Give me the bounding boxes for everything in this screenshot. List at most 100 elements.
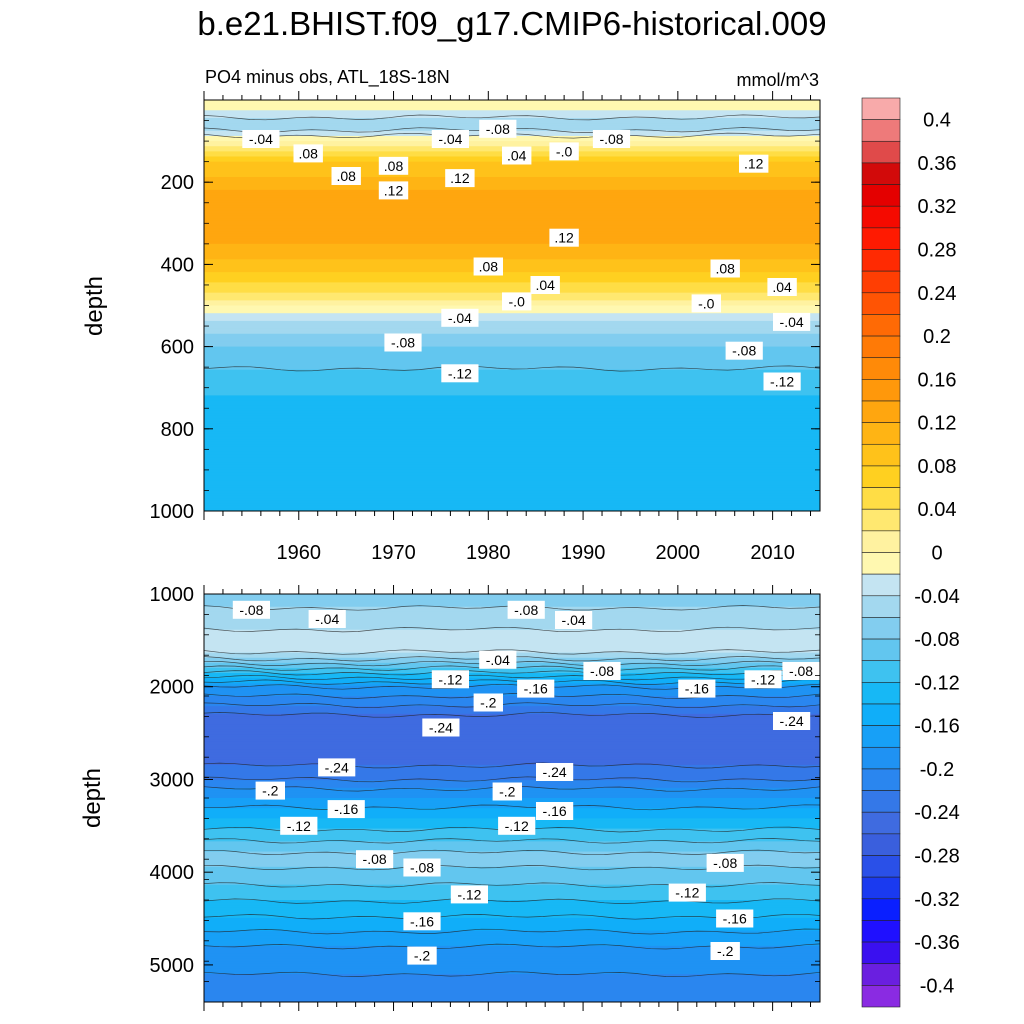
lower-depth-band [204,754,820,758]
upper-depth-band [204,315,820,319]
contour-label-text: -.2 [414,948,431,964]
colorbar-box [861,422,901,445]
contour-label-text: .08 [336,168,356,184]
lower-depth-band [204,619,820,623]
contour-label-bg [502,146,532,165]
upper-depth-band [204,261,820,265]
upper-xtick-label: 2000 [656,542,701,564]
lower-depth-band [204,780,820,784]
upper-depth-band [204,164,820,168]
contour-label-bg [378,156,409,175]
upper-depth-band [204,333,820,337]
lower-depth-band [204,866,820,870]
lower-depth-band [204,856,820,860]
lower-depth-band [204,864,820,868]
upper-depth-band [204,418,820,422]
lower-depth-band [204,996,820,1001]
upper-depth-band [204,385,820,389]
lower-depth-band [204,851,820,855]
contour-label-text: -.2 [480,695,497,711]
lower-contour-line [204,776,820,783]
upper-depth-band [204,498,820,502]
upper-depth-band [204,223,820,227]
lower-depth-band [204,999,820,1002]
lower-contour-line [204,649,820,655]
lower-ytick-label: 2000 [150,677,195,699]
contour-label-text: -.12 [287,818,311,834]
contour-label-bg [691,294,721,313]
lower-depth-band [204,838,820,842]
lower-depth-band [204,930,820,934]
lower-contour-line [204,693,820,699]
lower-depth-band [204,935,820,939]
upper-depth-band [204,246,820,250]
lower-ytick-label: 3000 [150,770,195,792]
upper-depth-band [204,487,820,492]
upper-depth-band [204,451,820,456]
contour-label-bg [507,600,545,619]
upper-depth-band [204,105,820,109]
lower-depth-band [204,912,820,916]
colorbar-box [861,270,901,294]
lower-depth-band [204,698,820,702]
colorbar-box [861,465,901,488]
lower-depth-band [204,690,820,695]
lower-ylabel: depth [79,768,106,828]
colorbar-box [861,227,901,250]
contour-label-bg [473,257,503,276]
upper-depth-band [204,377,820,381]
contour-label-text: .12 [554,230,574,246]
upper-depth-band [204,336,820,340]
lower-contour-label: -.24 [318,758,356,777]
contour-label-bg [710,942,740,960]
lower-depth-band [204,968,820,972]
lower-depth-band [204,981,820,985]
colorbar-tick-label: -0.16 [914,716,960,738]
upper-depth-band [204,405,820,409]
upper-depth-band [204,182,820,186]
lower-contour-label: -.2 [492,782,522,801]
upper-depth-band [204,423,820,427]
upper-depth-band [204,115,820,119]
upper-depth-band [204,218,820,222]
upper-depth-band [204,310,820,314]
lower-contour-label: -.12 [450,885,488,904]
contour-label-bg [479,119,517,138]
lower-depth-band [204,833,820,837]
lower-depth-band [204,678,820,682]
contour-label-bg [293,144,323,163]
contour-label-bg [773,712,811,730]
lower-contour-label: -.08 [232,600,270,619]
colorbar-box [861,162,901,185]
contour-label-bg [431,130,469,148]
upper-contour-label: -.04 [242,130,280,148]
lower-depth-band [204,803,820,807]
upper-xtick-label: 2010 [750,542,795,564]
upper-depth-band [204,100,820,104]
contour-label-text: -.08 [732,343,756,359]
lower-depth-band [204,639,820,644]
lower-contour-line [204,670,820,676]
upper-contour-label: -.08 [479,119,517,138]
upper-ytick-label: 400 [161,254,194,276]
upper-depth-band [204,505,820,510]
colorbar-box [861,941,901,965]
contour-label-text: -.16 [334,801,358,817]
contour-label-text: -.24 [543,764,567,780]
upper-contour-label: -.08 [725,341,763,360]
upper-depth-band [204,482,820,486]
upper-depth-band [204,400,820,404]
colorbar-box [861,552,901,575]
upper-depth-band [204,287,820,291]
upper-depth-band [204,210,820,214]
colorbar-box [861,963,901,986]
contour-label-bg [498,816,536,835]
lower-depth-band [204,882,820,886]
upper-depth-band [204,251,820,255]
lower-panel: -.08 -.04 -.08 -.04 -.04 -.08 -.08 -.12 -.16 -.16… [79,584,821,1011]
contour-label-bg [725,341,763,360]
contour-label-text: -.12 [457,886,481,902]
colorbar-box [861,249,901,272]
colorbar-box [861,898,901,921]
contour-label-bg [583,662,621,680]
